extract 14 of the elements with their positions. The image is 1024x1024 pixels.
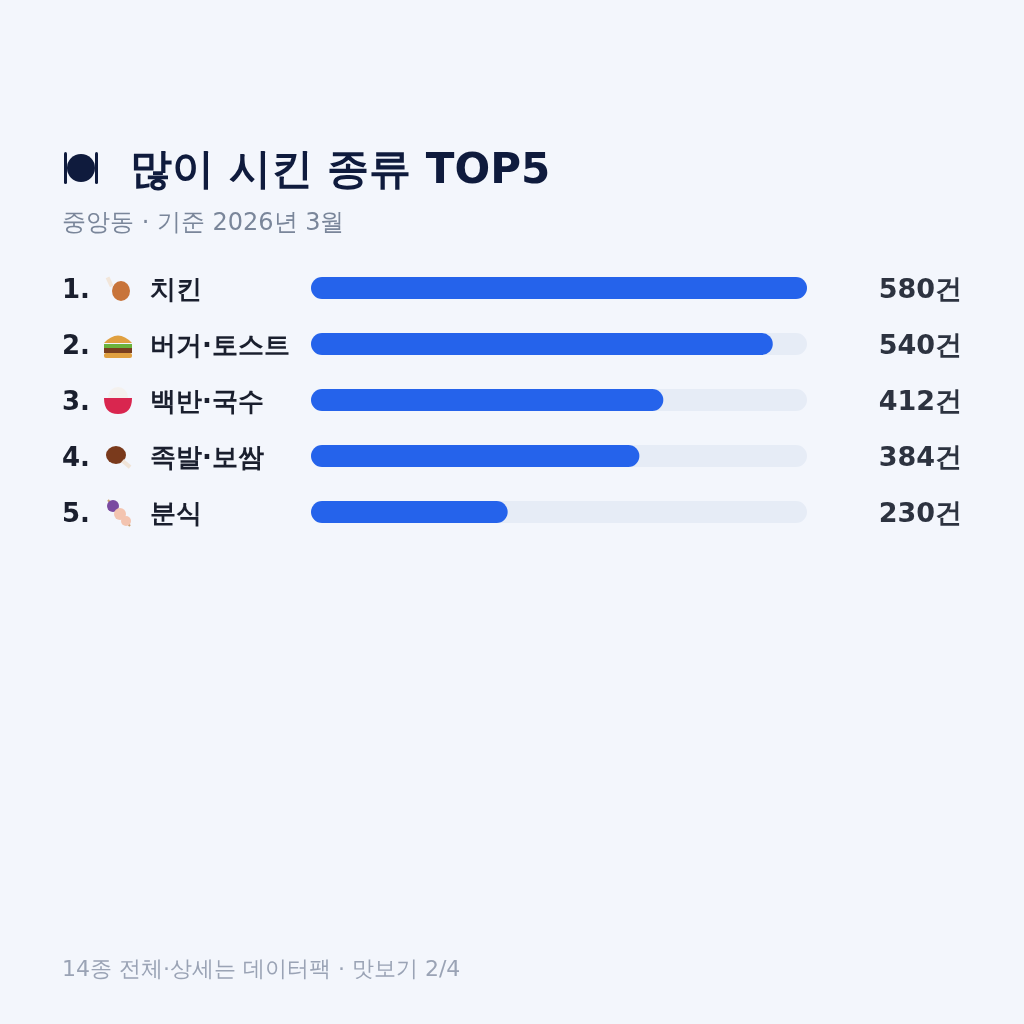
category-label: 4. 족발·보쌈 <box>62 442 264 472</box>
data-label: 230건 <box>878 497 962 528</box>
data-label: 384건 <box>878 441 962 472</box>
category-label: 5. 분식 <box>62 498 202 528</box>
bar <box>311 277 807 299</box>
category-label: 3. 백반·국수 <box>62 386 264 416</box>
data-label: 540건 <box>878 329 962 360</box>
data-label: 412건 <box>878 385 962 416</box>
text: 14종 전체·상세는 데이터팩 · 맛보기 2/4 <box>62 956 461 981</box>
category-label: 1. 치킨 <box>62 274 202 304</box>
chart-subtitle: 중앙동 · 기준 2026년 3월 <box>62 208 345 236</box>
category-label: 2. 버거·토스트 <box>62 330 290 360</box>
data-label: 580건 <box>878 273 962 304</box>
chart-title: 많이 시킨 종류 TOP5 <box>130 144 551 193</box>
